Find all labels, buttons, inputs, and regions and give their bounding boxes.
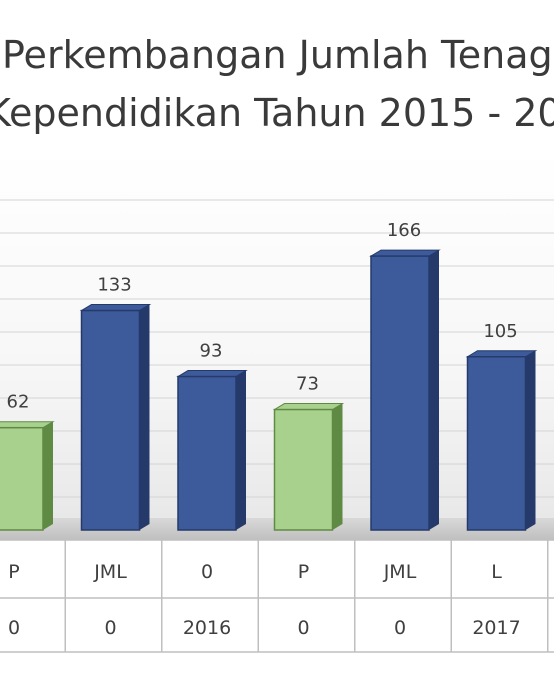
category-axis-table: P JML 0 P JML L 0 0 2016 0 0 2017 [0, 539, 554, 674]
category-label-row2: 0 [8, 617, 20, 639]
value-labels: 62 133 93 73 166 105 [7, 220, 518, 413]
bar-top [369, 249, 441, 257]
category-label-row2: 0 [104, 617, 116, 639]
bar-side [525, 350, 536, 530]
bar [369, 249, 441, 531]
bar-side [139, 304, 150, 530]
bars [0, 249, 538, 531]
bar-value-label: 93 [200, 341, 223, 362]
bar [272, 403, 345, 531]
bar-value-label: 133 [97, 275, 131, 296]
bar-front [0, 426, 44, 531]
category-label-row2: 2016 [183, 617, 231, 639]
category-label-row1: P [298, 561, 309, 583]
bar-front [370, 255, 430, 531]
category-label-row1: JML [93, 561, 127, 583]
bar-side [236, 370, 246, 530]
bar-front [273, 408, 334, 531]
category-label-row1: 0 [201, 561, 213, 583]
category-label-row1: L [491, 561, 502, 583]
bar-top [465, 350, 538, 358]
bar-side [332, 403, 343, 530]
bar-value-label: 73 [296, 374, 319, 395]
bar [0, 421, 55, 531]
bar-front [177, 375, 237, 531]
category-label-row2: 2017 [472, 617, 520, 639]
bar-value-label: 166 [387, 220, 421, 241]
category-label-row2: 0 [297, 617, 309, 639]
bar-top [176, 370, 248, 378]
category-label-row1: P [8, 561, 19, 583]
bar-value-label: 62 [7, 392, 30, 413]
bar [79, 304, 152, 531]
bar [176, 370, 248, 531]
bar-side [43, 421, 53, 530]
category-label-row1: JML [383, 561, 417, 583]
bar-value-label: 105 [483, 321, 517, 342]
bar-top [272, 403, 345, 411]
chart-title-line-2: Kependidikan Tahun 2015 - 20 [0, 91, 554, 135]
bar [465, 350, 538, 531]
bar-top [79, 304, 152, 312]
category-label-row2: 0 [394, 617, 406, 639]
bar-top [0, 421, 55, 429]
bar-side [429, 250, 439, 530]
bar-front [80, 309, 141, 531]
bar-front [466, 356, 527, 531]
chart-title-line-1: Perkembangan Jumlah Tenag [2, 33, 553, 77]
